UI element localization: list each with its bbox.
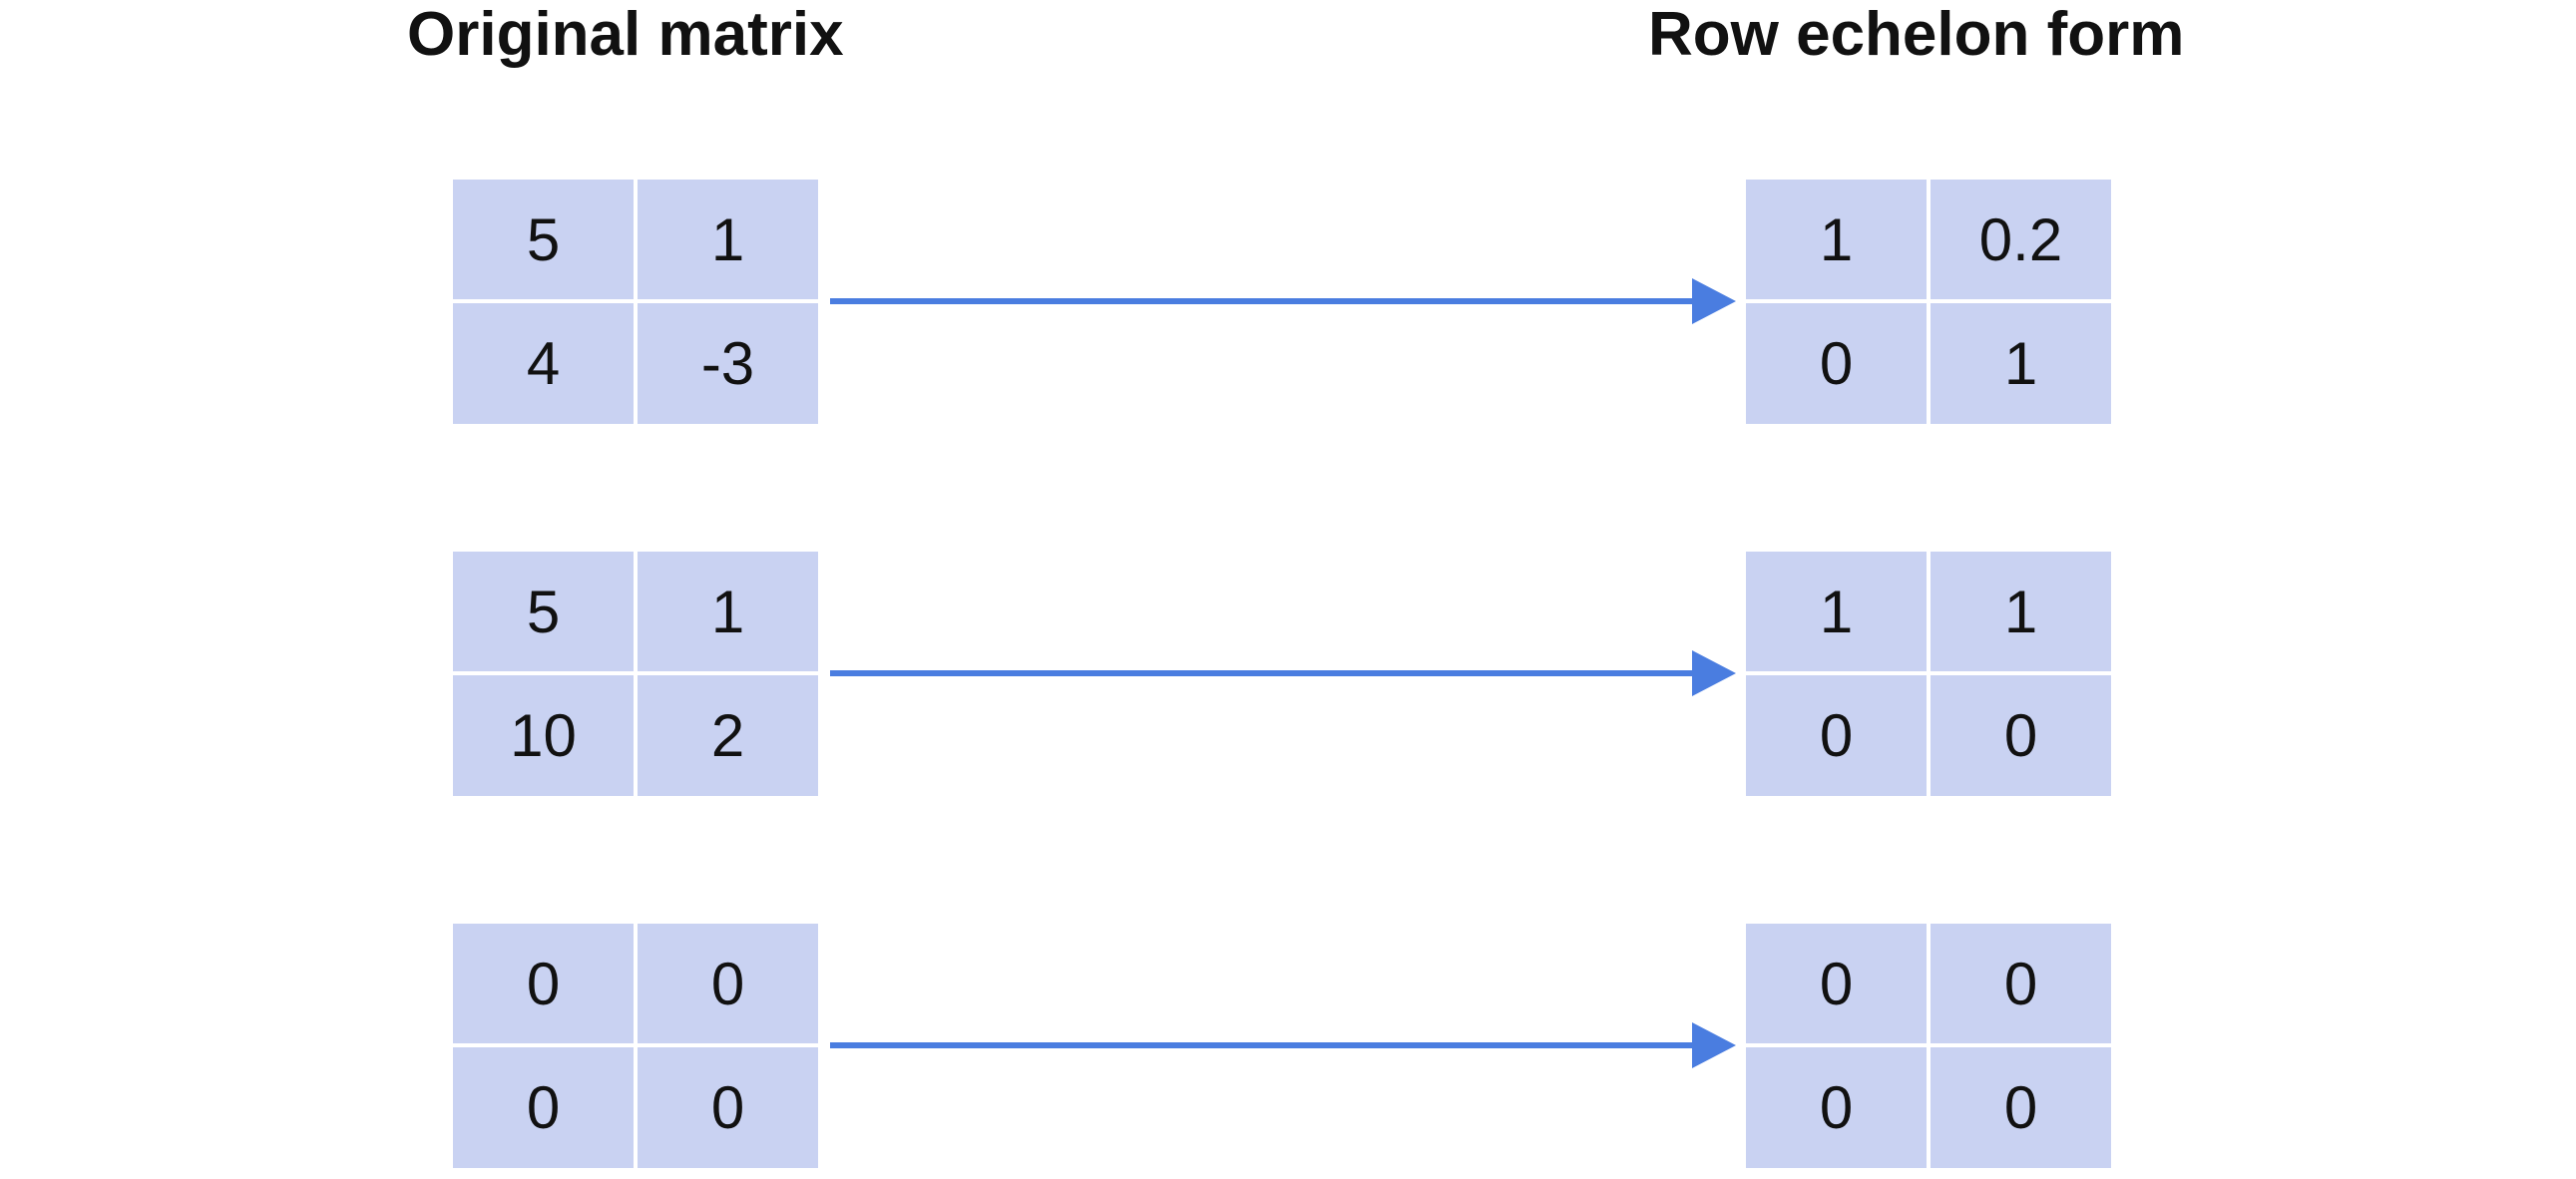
matrix-cell: 0	[1746, 1047, 1927, 1168]
matrix-cell: 0	[1746, 303, 1927, 424]
row-echelon-matrix-2: 1 1 0 0	[1746, 552, 2111, 796]
matrix-cell: 1	[1746, 180, 1927, 299]
original-matrix-heading: Original matrix	[407, 0, 844, 69]
matrix-cell: 0	[1931, 1047, 2111, 1168]
matrix-cell: 10	[453, 675, 634, 796]
matrix-cell: 0	[1746, 924, 1927, 1043]
original-matrix-1: 5 1 4 -3	[453, 180, 818, 424]
row-echelon-form-heading: Row echelon form	[1648, 0, 2185, 69]
matrix-cell: 5	[453, 180, 634, 299]
arrow-2	[830, 650, 1736, 696]
matrix-cell: 4	[453, 303, 634, 424]
matrix-cell: 0	[1931, 924, 2111, 1043]
matrix-cell: 1	[638, 552, 818, 671]
matrix-cell: 0	[453, 1047, 634, 1168]
matrix-cell: 1	[1931, 303, 2111, 424]
matrix-cell: 0.2	[1931, 180, 2111, 299]
matrix-cell: 1	[1746, 552, 1927, 671]
matrix-cell: 1	[638, 180, 818, 299]
matrix-cell: 2	[638, 675, 818, 796]
matrix-cell: -3	[638, 303, 818, 424]
matrix-cell: 0	[638, 924, 818, 1043]
original-matrix-2: 5 1 10 2	[453, 552, 818, 796]
matrix-cell: 5	[453, 552, 634, 671]
original-matrix-3: 0 0 0 0	[453, 924, 818, 1168]
matrix-cell: 0	[453, 924, 634, 1043]
matrix-cell: 0	[638, 1047, 818, 1168]
arrow-3	[830, 1022, 1736, 1068]
row-echelon-matrix-3: 0 0 0 0	[1746, 924, 2111, 1168]
matrix-cell: 0	[1746, 675, 1927, 796]
row-echelon-matrix-1: 1 0.2 0 1	[1746, 180, 2111, 424]
matrix-cell: 0	[1931, 675, 2111, 796]
matrix-cell: 1	[1931, 552, 2111, 671]
arrow-1	[830, 278, 1736, 324]
